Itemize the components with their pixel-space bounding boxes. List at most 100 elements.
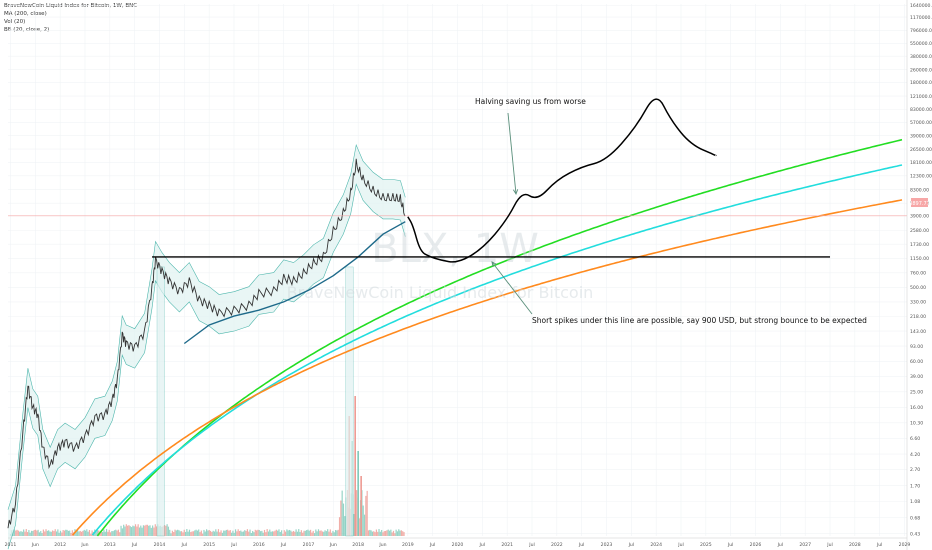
volume-bar <box>86 529 88 536</box>
grid <box>8 4 907 536</box>
x-tick-label: 2018 <box>352 542 364 548</box>
volume-bar <box>273 531 275 536</box>
volume-bar <box>300 530 302 536</box>
y-tick-label: 1730.00 <box>910 242 929 248</box>
volume-bar <box>294 531 296 536</box>
x-tick-label: 2024 <box>650 542 662 548</box>
x-tick-label: 2017 <box>303 542 315 548</box>
volume-bar <box>332 530 334 536</box>
x-tick-label: 2022 <box>551 542 563 548</box>
volume-bar <box>269 529 271 536</box>
x-tick-label: Jul <box>826 542 833 548</box>
volume-bar <box>341 490 343 536</box>
y-tick-label: 12300.00 <box>910 174 932 180</box>
volume-bar <box>290 530 292 536</box>
y-tick-label: 1150.00 <box>910 256 929 262</box>
volume-bar <box>200 530 202 536</box>
volume-bar <box>394 533 396 536</box>
volume-bar <box>367 530 370 536</box>
volume-bar <box>203 529 205 536</box>
volume-bar <box>286 529 288 536</box>
volume-bar <box>194 530 196 536</box>
volume-bar <box>45 529 47 536</box>
y-tick-label: 39.00 <box>910 374 923 380</box>
volume-bar <box>103 529 105 536</box>
volume-bar <box>79 530 81 536</box>
watermark-symbol: BLX, 1W <box>371 226 539 272</box>
volume-bar <box>233 532 235 536</box>
watermark-name: BraveNewCoin Liquid Index for Bitcoin <box>287 283 594 302</box>
volume-bar <box>42 529 44 536</box>
volume-bar <box>155 526 158 536</box>
volume-bar <box>241 531 243 536</box>
bollinger-bands <box>7 143 406 550</box>
volume-bar <box>170 533 172 536</box>
volume-bar <box>307 529 309 536</box>
volume-bar <box>298 529 300 536</box>
volume-bar <box>275 529 277 536</box>
y-tick-label: 39000.00 <box>910 133 932 139</box>
volume-bar <box>323 531 325 536</box>
volume-bar <box>140 525 142 536</box>
volume-bar <box>369 529 371 536</box>
orange-curve <box>72 199 903 536</box>
volume-bar <box>30 530 33 536</box>
volume-bar <box>315 529 317 536</box>
volume-bar <box>192 531 195 536</box>
drawings <box>8 98 907 315</box>
volume-bar <box>395 529 397 536</box>
y-tick-label: 1640000.00 <box>910 3 932 9</box>
volume-bar <box>116 530 118 536</box>
y-tick-label: 3900.00 <box>910 214 929 220</box>
volume-bar <box>38 532 41 536</box>
volume-bar <box>100 531 102 536</box>
volume-bar <box>244 530 246 536</box>
volume-bar <box>319 530 321 536</box>
cyan-curve <box>91 164 903 536</box>
y-tick-label: 0.43 <box>910 531 920 537</box>
volume-bar <box>302 532 304 536</box>
volume-bar <box>382 532 384 536</box>
x-tick-label: 2026 <box>750 542 762 548</box>
volume-bar <box>107 531 109 536</box>
x-tick-label: Jun <box>31 542 39 548</box>
volume-bar <box>117 529 120 536</box>
volume-bar <box>34 529 37 536</box>
volume-bar <box>390 529 392 536</box>
legend-vol: Vol (20) <box>4 19 26 25</box>
y-tick-label: 57000.00 <box>910 120 932 126</box>
volume-bar <box>245 530 247 536</box>
volume-bar <box>40 531 42 536</box>
volume-bar <box>130 527 133 536</box>
x-tick-label: 2029 <box>899 542 911 548</box>
volume-bar <box>63 530 66 536</box>
volume-bar <box>165 525 167 536</box>
volume-bar <box>317 529 320 536</box>
volume-bar <box>113 530 116 536</box>
x-tick-label: 2014 <box>154 542 166 548</box>
volume-bar <box>80 531 83 536</box>
volume-bar <box>175 530 177 536</box>
volume-bar <box>70 532 72 536</box>
y-tick-label: 2.70 <box>910 467 920 473</box>
volume-bar <box>62 530 64 536</box>
volume-bar <box>191 531 193 536</box>
x-tick-label: 2020 <box>452 542 464 548</box>
volume-bar <box>306 530 308 536</box>
volume-bar <box>54 529 56 536</box>
volume-bar <box>154 524 156 536</box>
volume-bar <box>240 530 242 536</box>
volume-bar <box>365 495 367 536</box>
x-tick-label: Jul <box>677 542 684 548</box>
volume-bar <box>25 529 27 536</box>
volume-bar <box>90 533 92 536</box>
volume-bar <box>177 529 179 536</box>
volume-bar <box>211 531 213 536</box>
x-tick-label: Jul <box>131 542 138 548</box>
volume-bar <box>208 530 210 536</box>
volume-bar <box>19 531 21 536</box>
y-tick-label: 180000.00 <box>910 80 932 86</box>
volume-bar <box>236 531 238 536</box>
volume-bar <box>209 530 212 536</box>
volume-bar <box>145 524 147 536</box>
